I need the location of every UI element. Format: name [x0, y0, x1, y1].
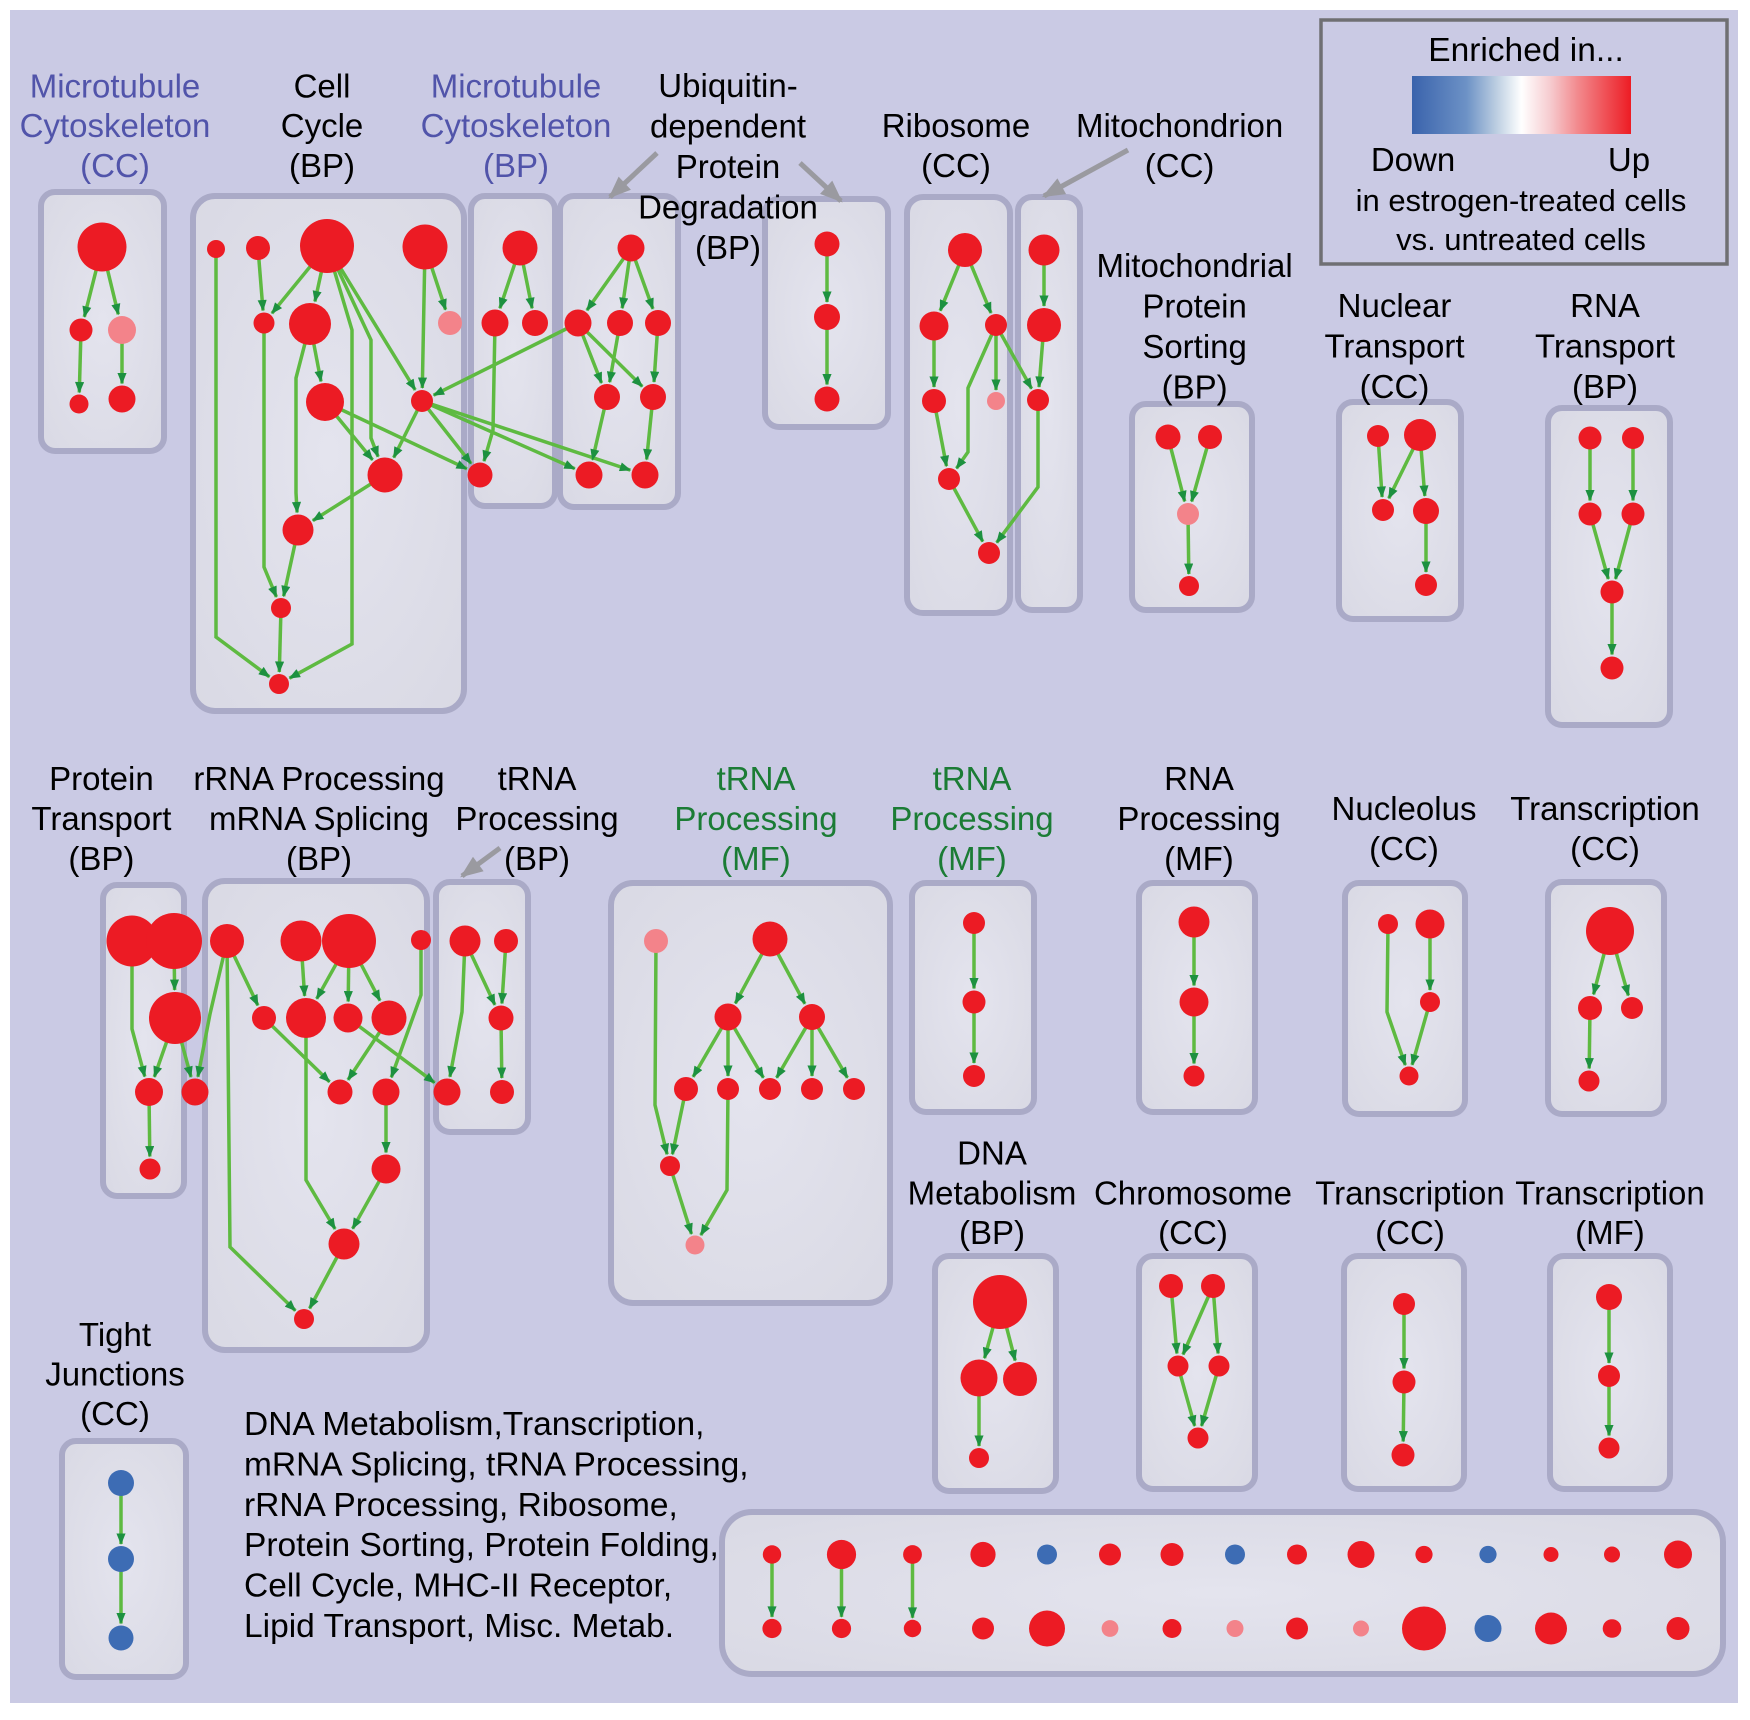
svg-text:(CC): (CC) — [1369, 830, 1439, 867]
svg-text:Cycle: Cycle — [281, 107, 364, 144]
svg-text:Nuclear: Nuclear — [1338, 287, 1452, 324]
svg-text:Protein: Protein — [1142, 288, 1247, 325]
svg-text:Down: Down — [1371, 141, 1455, 178]
svg-text:Microtubule: Microtubule — [30, 67, 201, 104]
svg-text:Up: Up — [1608, 141, 1650, 178]
svg-text:Metabolism: Metabolism — [908, 1174, 1077, 1211]
svg-text:DNA: DNA — [957, 1135, 1027, 1172]
svg-text:(BP): (BP) — [959, 1214, 1025, 1251]
svg-text:Processing: Processing — [455, 800, 618, 837]
svg-text:(BP): (BP) — [68, 840, 134, 877]
svg-text:in estrogen-treated cells: in estrogen-treated cells — [1356, 183, 1687, 218]
svg-text:(BP): (BP) — [289, 147, 355, 184]
svg-text:Processing: Processing — [1117, 800, 1280, 837]
svg-text:Degradation: Degradation — [638, 189, 818, 226]
svg-text:(CC): (CC) — [80, 1395, 150, 1432]
svg-text:DNA Metabolism,Transcription,: DNA Metabolism,Transcription, — [244, 1406, 704, 1443]
svg-text:Protein: Protein — [49, 760, 154, 797]
svg-text:(CC): (CC) — [1570, 830, 1640, 867]
svg-text:Processing: Processing — [674, 800, 837, 837]
svg-text:Microtubule: Microtubule — [431, 67, 602, 104]
svg-text:Enriched in...: Enriched in... — [1428, 32, 1624, 69]
svg-text:(CC): (CC) — [1158, 1214, 1228, 1251]
svg-text:(BP): (BP) — [483, 147, 549, 184]
svg-text:RNA: RNA — [1570, 287, 1640, 324]
svg-text:(CC): (CC) — [921, 147, 991, 184]
svg-text:(MF): (MF) — [721, 840, 791, 877]
svg-text:Sorting: Sorting — [1142, 328, 1247, 365]
svg-text:vs. untreated cells: vs. untreated cells — [1396, 222, 1646, 257]
svg-text:Cytoskeleton: Cytoskeleton — [421, 107, 612, 144]
svg-text:Junctions: Junctions — [45, 1355, 184, 1392]
svg-text:tRNA: tRNA — [933, 760, 1012, 797]
svg-text:Mitochondrial: Mitochondrial — [1096, 247, 1292, 284]
svg-text:(CC): (CC) — [80, 147, 150, 184]
svg-text:Nucleolus: Nucleolus — [1332, 790, 1477, 827]
svg-text:(MF): (MF) — [1164, 840, 1234, 877]
svg-text:Protein: Protein — [676, 148, 781, 185]
svg-text:Ubiquitin-: Ubiquitin- — [658, 67, 797, 104]
svg-text:Transport: Transport — [31, 800, 171, 837]
svg-text:(CC): (CC) — [1360, 368, 1430, 405]
svg-text:Processing: Processing — [890, 800, 1053, 837]
svg-text:Chromosome: Chromosome — [1094, 1174, 1292, 1211]
svg-text:tRNA: tRNA — [717, 760, 796, 797]
svg-text:rRNA Processing: rRNA Processing — [193, 760, 444, 797]
svg-text:Cell: Cell — [294, 67, 351, 104]
svg-text:RNA: RNA — [1164, 760, 1234, 797]
svg-text:tRNA: tRNA — [498, 760, 577, 797]
svg-text:dependent: dependent — [650, 108, 806, 145]
svg-text:Protein Sorting, Protein Foldi: Protein Sorting, Protein Folding, — [244, 1527, 719, 1564]
svg-text:(MF): (MF) — [937, 840, 1007, 877]
svg-text:(BP): (BP) — [695, 229, 761, 266]
svg-text:Cell Cycle, MHC-II Receptor,: Cell Cycle, MHC-II Receptor, — [244, 1568, 672, 1605]
svg-text:(MF): (MF) — [1575, 1214, 1645, 1251]
svg-text:(BP): (BP) — [1572, 368, 1638, 405]
svg-text:(BP): (BP) — [1162, 369, 1228, 406]
svg-text:(CC): (CC) — [1375, 1214, 1445, 1251]
svg-text:(BP): (BP) — [504, 840, 570, 877]
svg-text:Transcription: Transcription — [1315, 1174, 1505, 1211]
svg-text:rRNA Processing, Ribosome,: rRNA Processing, Ribosome, — [244, 1487, 678, 1524]
svg-text:mRNA Splicing: mRNA Splicing — [209, 800, 429, 837]
svg-text:mRNA Splicing, tRNA Processing: mRNA Splicing, tRNA Processing, — [244, 1446, 749, 1483]
svg-text:Transport: Transport — [1535, 328, 1675, 365]
svg-text:Transcription: Transcription — [1515, 1174, 1705, 1211]
svg-text:Lipid Transport, Misc. Metab.: Lipid Transport, Misc. Metab. — [244, 1608, 674, 1645]
svg-text:(CC): (CC) — [1145, 147, 1215, 184]
svg-text:(BP): (BP) — [286, 840, 352, 877]
svg-text:Transport: Transport — [1325, 328, 1465, 365]
svg-text:Mitochondrion: Mitochondrion — [1076, 107, 1283, 144]
svg-text:Ribosome: Ribosome — [882, 107, 1031, 144]
svg-text:Transcription: Transcription — [1510, 790, 1700, 827]
svg-text:Tight: Tight — [79, 1316, 151, 1353]
svg-text:Cytoskeleton: Cytoskeleton — [20, 107, 211, 144]
